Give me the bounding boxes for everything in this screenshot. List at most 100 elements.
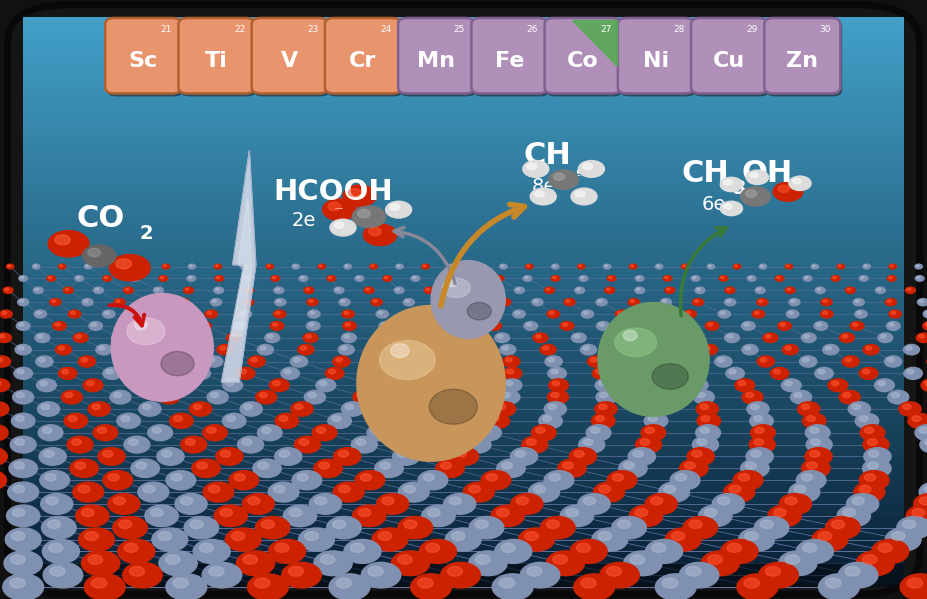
Circle shape [48, 543, 63, 552]
Circle shape [920, 300, 923, 302]
Circle shape [604, 265, 607, 267]
Circle shape [596, 298, 607, 305]
Text: HCOOH: HCOOH [273, 178, 393, 205]
Circle shape [314, 551, 352, 576]
Circle shape [293, 265, 296, 267]
Circle shape [679, 459, 708, 477]
Circle shape [436, 459, 464, 477]
Bar [23, 183, 904, 188]
Circle shape [600, 392, 607, 398]
Circle shape [551, 392, 559, 398]
Circle shape [397, 450, 408, 457]
Circle shape [418, 356, 435, 367]
Ellipse shape [429, 389, 477, 424]
Circle shape [123, 358, 130, 362]
Circle shape [419, 344, 435, 355]
Circle shape [920, 436, 927, 453]
Circle shape [130, 379, 149, 392]
Circle shape [903, 520, 916, 528]
Circle shape [36, 379, 57, 392]
Circle shape [459, 344, 476, 355]
Circle shape [417, 578, 433, 588]
Circle shape [0, 402, 9, 416]
Bar [23, 480, 904, 485]
Circle shape [370, 367, 388, 379]
Circle shape [495, 333, 510, 343]
Circle shape [641, 425, 666, 441]
Circle shape [514, 287, 525, 294]
Circle shape [481, 311, 486, 314]
Circle shape [791, 391, 811, 404]
Circle shape [777, 277, 780, 279]
Circle shape [863, 436, 889, 453]
Bar [23, 22, 904, 28]
Circle shape [629, 298, 640, 305]
Circle shape [637, 277, 640, 279]
Circle shape [853, 298, 864, 305]
Bar [23, 437, 904, 443]
Circle shape [467, 276, 476, 281]
Circle shape [586, 425, 611, 441]
Circle shape [178, 298, 189, 305]
Circle shape [281, 367, 299, 379]
Circle shape [823, 300, 827, 302]
Circle shape [154, 287, 163, 294]
Circle shape [0, 379, 10, 392]
Bar [23, 428, 904, 433]
Circle shape [333, 482, 364, 502]
Circle shape [33, 265, 36, 267]
Circle shape [502, 379, 522, 392]
Circle shape [159, 551, 197, 576]
Circle shape [859, 485, 871, 493]
FancyBboxPatch shape [326, 21, 402, 96]
Circle shape [758, 300, 763, 302]
Circle shape [697, 439, 706, 445]
Circle shape [373, 370, 380, 374]
Circle shape [593, 482, 625, 502]
Circle shape [421, 358, 427, 362]
Bar [23, 291, 904, 297]
Circle shape [878, 333, 893, 343]
Circle shape [889, 277, 892, 279]
Circle shape [338, 344, 354, 355]
Circle shape [10, 555, 25, 564]
Circle shape [543, 346, 549, 350]
Circle shape [868, 462, 878, 469]
Circle shape [922, 322, 927, 330]
Circle shape [189, 265, 192, 267]
Circle shape [697, 413, 720, 428]
Circle shape [308, 310, 320, 318]
Circle shape [705, 509, 717, 517]
Circle shape [744, 532, 758, 540]
FancyBboxPatch shape [471, 18, 547, 93]
Circle shape [0, 310, 12, 318]
Circle shape [488, 322, 502, 330]
Circle shape [855, 310, 867, 318]
Circle shape [637, 367, 655, 379]
Circle shape [417, 370, 425, 374]
Circle shape [476, 425, 502, 441]
Circle shape [82, 509, 94, 517]
Circle shape [163, 356, 181, 367]
Ellipse shape [134, 320, 147, 329]
Circle shape [40, 381, 47, 386]
Circle shape [548, 404, 556, 410]
Circle shape [755, 516, 789, 539]
Circle shape [630, 265, 633, 267]
Circle shape [19, 300, 24, 302]
Circle shape [423, 265, 425, 267]
Circle shape [502, 346, 509, 350]
Circle shape [162, 264, 170, 269]
Circle shape [373, 300, 377, 302]
Circle shape [859, 416, 868, 422]
Circle shape [207, 391, 228, 404]
Circle shape [145, 505, 178, 527]
Circle shape [284, 505, 317, 527]
Circle shape [633, 358, 640, 362]
Circle shape [456, 450, 466, 457]
Circle shape [282, 562, 322, 588]
Circle shape [448, 567, 463, 576]
Circle shape [855, 300, 859, 302]
Circle shape [226, 416, 235, 422]
Circle shape [82, 358, 88, 362]
